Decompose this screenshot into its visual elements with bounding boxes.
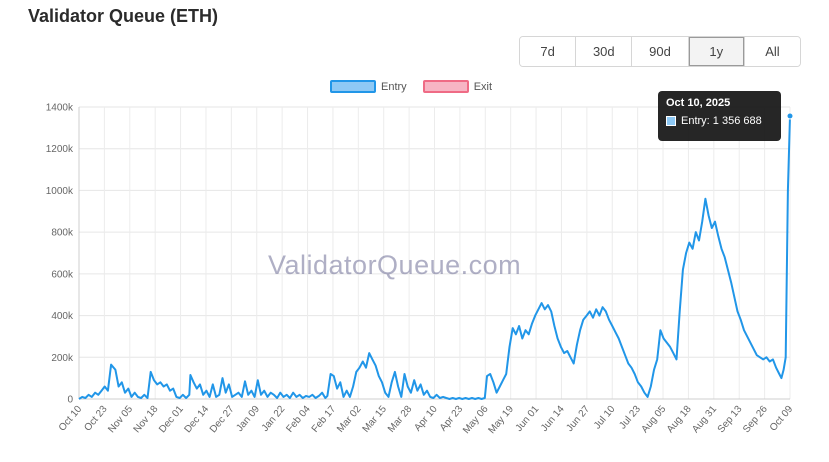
x-tick-label: Jul 10 bbox=[592, 404, 618, 432]
x-tick-label: Sep 13 bbox=[716, 404, 745, 436]
x-tick-label: Jun 14 bbox=[539, 404, 567, 434]
x-tick-label: May 19 bbox=[486, 404, 516, 437]
x-tick-label: Jan 22 bbox=[260, 404, 288, 434]
x-tick-label: Jun 27 bbox=[564, 404, 592, 434]
legend-swatch-exit bbox=[422, 80, 469, 93]
watermark: ValidatorQueue.com bbox=[268, 250, 522, 280]
chart-title: Validator Queue (ETH) bbox=[28, 6, 219, 26]
legend-item-exit[interactable]: Exit bbox=[422, 80, 493, 93]
legend: Entry Exit bbox=[330, 80, 492, 93]
legend-item-entry[interactable]: Entry bbox=[330, 80, 407, 93]
x-tick-label: May 06 bbox=[461, 404, 491, 437]
time-range-selector: 7d 30d 90d 1y All bbox=[519, 36, 801, 67]
tooltip-date: Oct 10, 2025 bbox=[666, 97, 731, 109]
hovered-point bbox=[786, 112, 794, 120]
tooltip-value: Entry: 1 356 688 bbox=[681, 115, 762, 127]
range-button-all[interactable]: All bbox=[744, 37, 800, 66]
range-button-90d[interactable]: 90d bbox=[632, 37, 689, 66]
x-tick-label: Dec 14 bbox=[182, 404, 211, 436]
x-tick-label: Jun 01 bbox=[514, 404, 542, 434]
x-tick-label: Jan 09 bbox=[234, 404, 262, 434]
x-tick-label: Feb 04 bbox=[284, 404, 313, 435]
y-tick-label: 600k bbox=[51, 269, 74, 280]
x-tick-label: Mar 02 bbox=[335, 404, 364, 435]
y-tick-label: 400k bbox=[51, 311, 74, 322]
x-tick-label: Oct 09 bbox=[768, 404, 796, 434]
range-button-1y[interactable]: 1y bbox=[688, 37, 745, 66]
x-tick-label: Sep 26 bbox=[741, 404, 770, 436]
x-tick-label: Aug 31 bbox=[690, 404, 719, 436]
x-tick-label: Nov 18 bbox=[132, 404, 161, 436]
x-tick-label: Nov 05 bbox=[106, 404, 135, 436]
y-tick-label: 1000k bbox=[46, 186, 74, 197]
y-tick-label: 1400k bbox=[46, 103, 74, 114]
tooltip-row: Entry: 1 356 688 bbox=[666, 115, 773, 127]
x-tick-label: Aug 18 bbox=[665, 404, 694, 436]
y-tick-label: 200k bbox=[51, 353, 74, 364]
x-tick-label: Aug 05 bbox=[640, 404, 669, 436]
range-button-7d[interactable]: 7d bbox=[520, 37, 577, 66]
legend-label-entry: Entry bbox=[381, 80, 407, 93]
tooltip-swatch bbox=[666, 116, 676, 126]
y-tick-label: 1200k bbox=[46, 144, 74, 155]
legend-swatch-entry bbox=[330, 80, 376, 93]
x-tick-label: Dec 27 bbox=[208, 404, 237, 436]
x-tick-label: Mar 15 bbox=[361, 404, 390, 435]
legend-label-exit: Exit bbox=[473, 80, 493, 93]
x-tick-label: Dec 01 bbox=[157, 404, 186, 436]
y-tick-label: 0 bbox=[67, 395, 73, 406]
x-tick-label: Apr 10 bbox=[412, 404, 440, 434]
range-button-30d[interactable]: 30d bbox=[576, 37, 633, 66]
x-tick-label: Feb 17 bbox=[310, 404, 339, 435]
series-line-entry bbox=[78, 115, 791, 400]
y-tick-label: 800k bbox=[51, 228, 74, 239]
x-tick-label: Oct 10 bbox=[57, 404, 85, 434]
x-tick-label: Mar 28 bbox=[386, 404, 415, 435]
tooltip: Oct 10, 2025 Entry: 1 356 688 bbox=[658, 91, 781, 141]
